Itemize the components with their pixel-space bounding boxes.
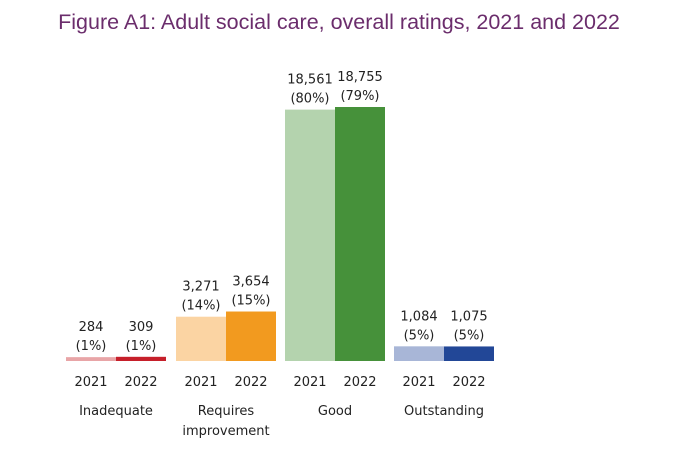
- year-tick-label: 2022: [343, 375, 376, 390]
- data-label: 1,084: [400, 309, 437, 324]
- bar: [116, 356, 166, 361]
- data-label: (80%): [290, 92, 329, 107]
- bar: [66, 357, 116, 361]
- data-label: 18,755: [337, 70, 383, 85]
- data-label: (5%): [454, 328, 485, 343]
- year-tick-label: 2022: [452, 375, 485, 390]
- data-label: 3,271: [182, 280, 219, 295]
- year-tick-label: 2021: [293, 375, 326, 390]
- category-label: Outstanding: [404, 404, 484, 419]
- data-label: (79%): [340, 89, 379, 104]
- bar: [335, 107, 385, 361]
- bar: [176, 316, 226, 361]
- category-label: Good: [318, 404, 352, 419]
- year-tick-label: 2022: [234, 375, 267, 390]
- category-label: Requires: [198, 404, 255, 419]
- chart-title: Figure A1: Adult social care, overall ra…: [58, 10, 620, 34]
- data-label: 18,561: [287, 73, 333, 88]
- year-tick-label: 2021: [184, 375, 217, 390]
- data-label: 1,075: [450, 309, 487, 324]
- data-label: (1%): [126, 339, 157, 354]
- bar: [394, 346, 444, 361]
- year-tick-label: 2021: [402, 375, 435, 390]
- year-tick-label: 2021: [74, 375, 107, 390]
- category-label: improvement: [182, 424, 269, 439]
- bar: [444, 346, 494, 361]
- bar: [285, 109, 335, 361]
- data-label: (14%): [181, 299, 220, 314]
- data-label: 284: [79, 320, 104, 335]
- data-label: (1%): [76, 339, 107, 354]
- data-label: (15%): [231, 294, 270, 309]
- year-tick-label: 2022: [124, 375, 157, 390]
- bar: [226, 311, 276, 361]
- category-label: Inadequate: [79, 404, 153, 419]
- data-label: 3,654: [232, 275, 269, 290]
- data-label: (5%): [404, 328, 435, 343]
- data-label: 309: [129, 320, 154, 335]
